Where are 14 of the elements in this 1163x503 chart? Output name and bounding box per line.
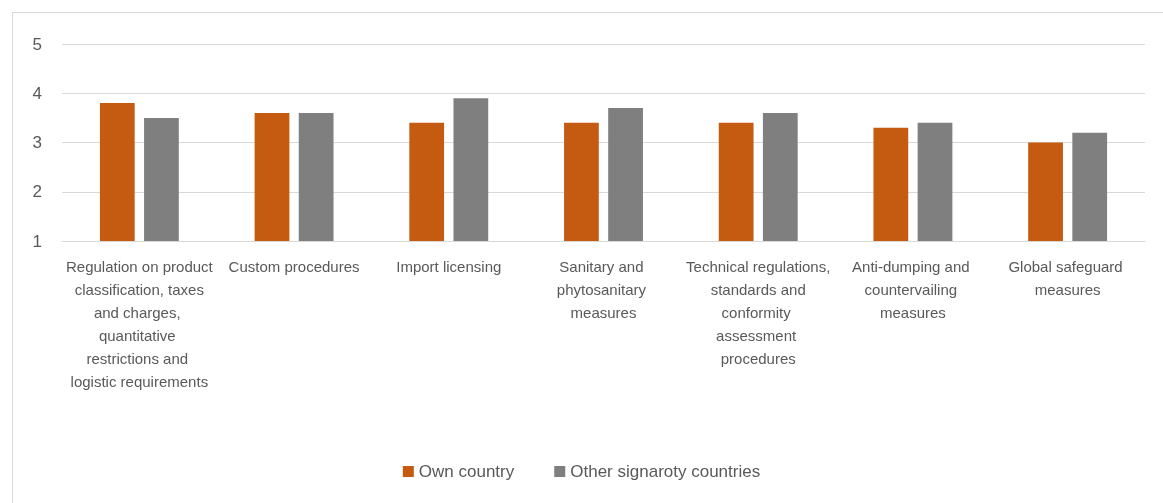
x-tick-label: Technical regulations, standards and conformity assessment procedures xyxy=(686,258,831,367)
y-tick-label: 4 xyxy=(32,83,42,103)
y-tick-label: 5 xyxy=(32,34,42,54)
x-tick-label: Import licensing xyxy=(396,258,502,275)
x-tick-label: Regulation on product classification, taxes and charges, quantitative restrictions and logistic requirements xyxy=(65,258,214,390)
y-tick-label: 1 xyxy=(32,231,42,251)
x-tick-label: Global safeguard measures xyxy=(1008,258,1127,298)
y-tick-label: 3 xyxy=(32,133,42,152)
x-tick-label: Sanitary and phytosanitary measures xyxy=(556,258,651,321)
x-tick-label: Custom procedures xyxy=(228,258,360,275)
x-tick-label: Anti-dumping and countervailing measures xyxy=(852,258,974,321)
legend-label: Own country xyxy=(418,462,515,481)
y-tick-label: 2 xyxy=(32,182,42,202)
legend-label: Other signaroty countries xyxy=(570,462,761,481)
